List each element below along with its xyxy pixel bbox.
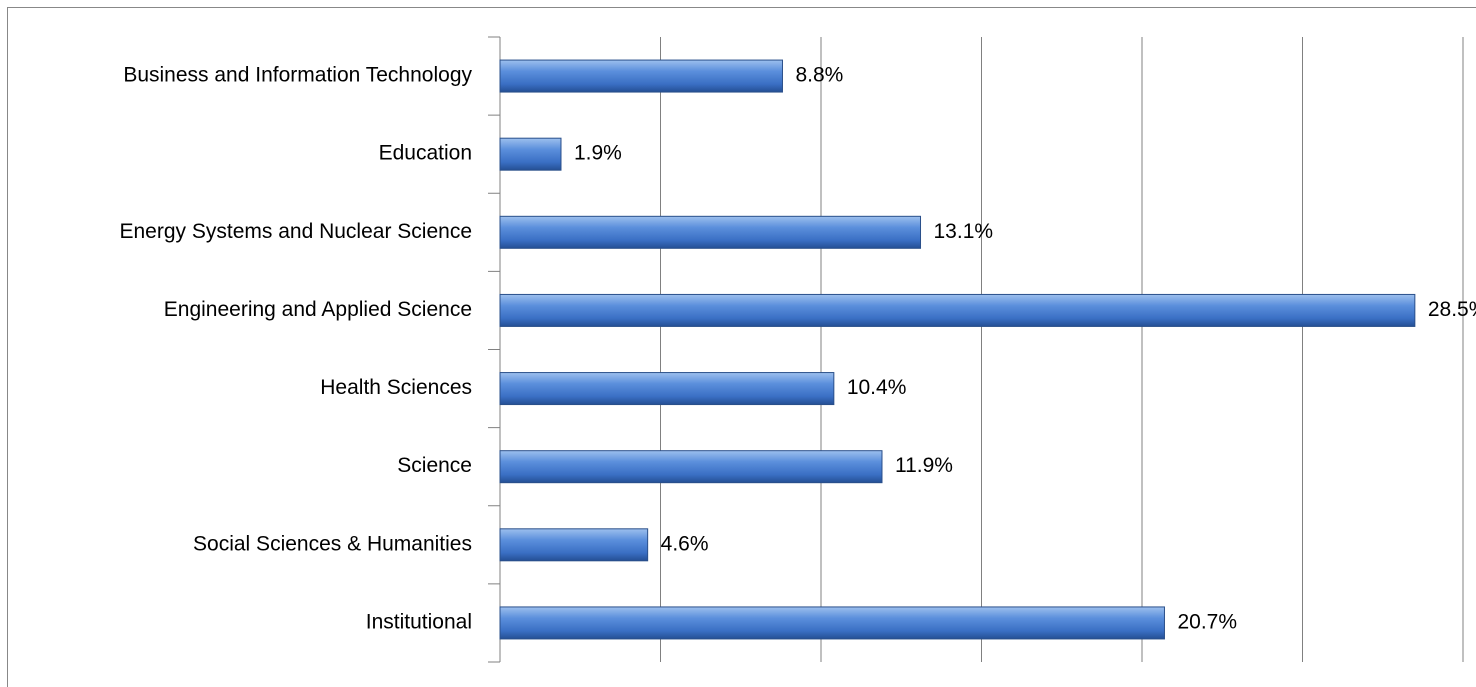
bar [499,293,1416,327]
value-label: 28.5% [1428,298,1476,321]
value-label: 8.8% [795,64,843,87]
bar [499,59,783,93]
value-label: 1.9% [574,142,622,165]
value-label: 11.9% [895,454,953,477]
bar [499,372,835,406]
y-tick-label: Science [397,454,472,477]
bar [499,450,883,484]
y-tick-label: Engineering and Applied Science [164,298,472,321]
bar [499,215,922,249]
y-tick-label: Institutional [366,610,472,633]
value-label: 13.1% [934,220,994,243]
bar [499,528,649,562]
value-label: 20.7% [1177,610,1237,633]
y-tick-label: Education [379,142,472,165]
bar [499,606,1165,640]
chart-border [7,7,1476,687]
value-label: 4.6% [661,532,709,555]
y-tick-label: Health Sciences [320,376,472,399]
bar [499,137,562,171]
y-tick-label: Energy Systems and Nuclear Science [120,220,473,243]
y-tick-label: Social Sciences & Humanities [193,532,472,555]
value-label: 10.4% [847,376,907,399]
y-tick-label: Business and Information Technology [123,64,472,87]
